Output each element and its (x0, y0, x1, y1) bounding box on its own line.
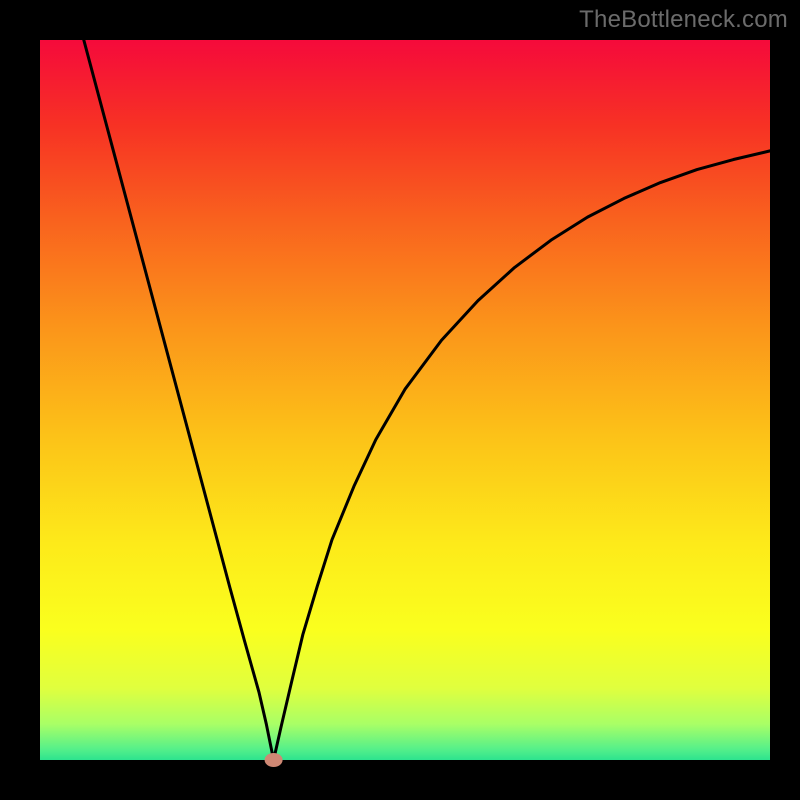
plot-background (40, 40, 770, 760)
watermark-text: TheBottleneck.com (579, 6, 788, 34)
chart-container: TheBottleneck.com (0, 0, 800, 800)
optimal-marker (265, 753, 283, 767)
bottleneck-chart (0, 0, 800, 800)
